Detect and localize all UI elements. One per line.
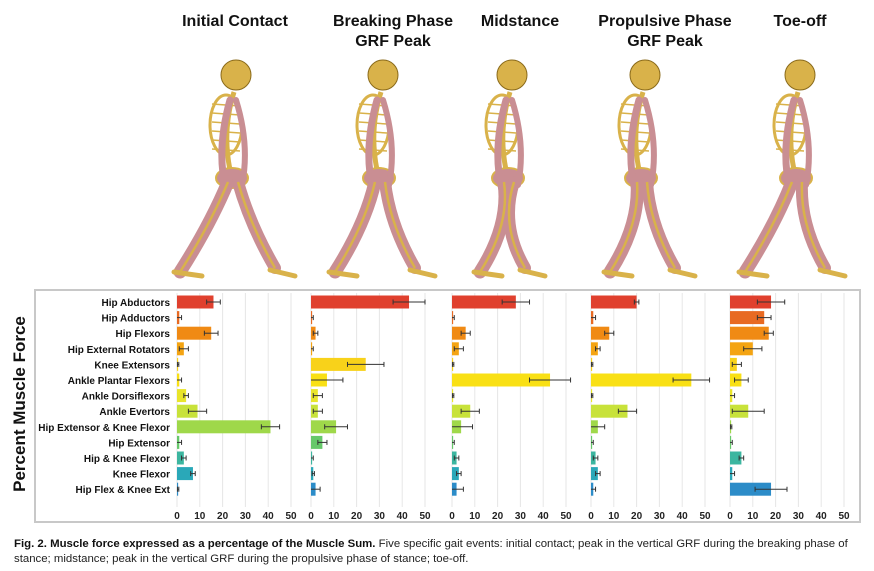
x-tick-label: 20: [351, 511, 363, 522]
bar: [591, 295, 637, 309]
bar: [311, 420, 337, 434]
x-tick-label: 40: [816, 511, 828, 522]
x-tick-label: 10: [608, 511, 620, 522]
phase-title-propulsive: Propulsive Phase GRF Peak: [598, 13, 732, 50]
bar: [730, 451, 742, 465]
x-tick-label: 0: [308, 511, 314, 522]
bar: [591, 342, 598, 356]
x-tick-label: 40: [538, 511, 550, 522]
chart-panel: 0 10 20 30 40 50: [588, 293, 711, 522]
x-tick-label: 40: [677, 511, 689, 522]
chart-panel: 0 10 20 30 40 50: [449, 293, 572, 522]
skeleton-figure: [736, 59, 848, 279]
x-tick-label: 20: [770, 511, 782, 522]
chart-panel: 0 10 20 30 40 50: [727, 293, 850, 522]
x-tick-label: 20: [631, 511, 643, 522]
bar: [452, 467, 459, 481]
phase-title-breaking: Breaking Phase GRF Peak: [332, 13, 454, 50]
category-label: Hip Extensor & Knee Flexor: [38, 423, 170, 434]
bar: [311, 295, 410, 309]
category-label: Hip Adductors: [101, 314, 170, 325]
chart-panel: 0 10 20 30 40 50: [308, 293, 431, 522]
x-tick-label: 40: [263, 511, 275, 522]
x-tick-label: 30: [240, 511, 252, 522]
category-label: Knee Extensors: [94, 360, 170, 371]
category-label: Hip External Rotators: [68, 345, 171, 356]
x-tick-label: 20: [217, 511, 229, 522]
phase-title-initial-contact: Initial Contact: [182, 13, 288, 30]
bar: [177, 295, 214, 309]
bar: [177, 404, 198, 418]
bar: [730, 482, 772, 496]
x-tick-label: 10: [469, 511, 481, 522]
x-tick-label: 50: [838, 511, 850, 522]
bar: [177, 451, 184, 465]
bar: [730, 342, 753, 356]
bar: [591, 404, 628, 418]
figure-caption: Fig. 2. Muscle force expressed as a perc…: [14, 537, 864, 567]
category-label: Hip Extensor: [108, 438, 170, 449]
skeleton-figure: [171, 59, 298, 279]
category-label: Hip & Knee Flexor: [84, 454, 170, 465]
bar: [311, 435, 323, 449]
bar: [452, 373, 551, 387]
skeleton-figure: [601, 59, 698, 279]
bar: [177, 326, 212, 340]
x-tick-label: 10: [747, 511, 759, 522]
category-label: Ankle Dorsiflexors: [82, 392, 171, 403]
skeleton-figure: [326, 59, 438, 279]
x-tick-label: 20: [492, 511, 504, 522]
category-label: Hip Flex & Knee Ext: [76, 485, 171, 496]
bar: [591, 467, 598, 481]
bar: [591, 373, 692, 387]
skeleton-illustrations: [171, 59, 848, 279]
muscle-force-chart: Hip Abductors Hip Adductors Hip Flexors Hip…: [38, 293, 850, 522]
x-tick-label: 30: [793, 511, 805, 522]
category-label: Hip Flexors: [116, 329, 171, 340]
bar: [730, 295, 772, 309]
x-tick-label: 50: [419, 511, 431, 522]
x-tick-label: 10: [194, 511, 206, 522]
caption-bold: Fig. 2. Muscle force expressed as a perc…: [14, 538, 376, 550]
category-label: Knee Flexor: [113, 470, 170, 481]
category-label: Ankle Evertors: [99, 407, 170, 418]
x-tick-label: 50: [285, 511, 297, 522]
bar: [591, 326, 610, 340]
phase-title-midstance: Midstance: [480, 13, 560, 30]
x-tick-label: 0: [588, 511, 594, 522]
bar: [177, 420, 271, 434]
x-tick-label: 40: [397, 511, 409, 522]
bar: [177, 389, 187, 403]
bar: [177, 467, 193, 481]
category-label: Hip Abductors: [101, 298, 170, 309]
category-label: Ankle Plantar Flexors: [68, 376, 171, 387]
x-tick-label: 10: [328, 511, 340, 522]
bar: [311, 357, 366, 371]
bar: [452, 295, 516, 309]
y-axis-label: Percent Muscle Force: [10, 316, 29, 492]
bar: [730, 311, 765, 325]
caption-text: Five specific gait events: initial conta…: [14, 538, 848, 565]
bar: [730, 326, 769, 340]
x-tick-label: 0: [449, 511, 455, 522]
phase-title-toe-off: Toe-off: [773, 13, 827, 30]
x-tick-label: 30: [654, 511, 666, 522]
skeleton-figure: [471, 59, 548, 279]
x-tick-label: 50: [699, 511, 711, 522]
x-tick-label: 0: [174, 511, 180, 522]
x-tick-label: 30: [374, 511, 386, 522]
chart-frame: [34, 289, 861, 523]
chart-panel: 0 10 20 30 40 50: [174, 293, 297, 522]
x-tick-label: 0: [727, 511, 733, 522]
x-tick-label: 50: [560, 511, 572, 522]
bar: [452, 326, 466, 340]
x-tick-label: 30: [515, 511, 527, 522]
